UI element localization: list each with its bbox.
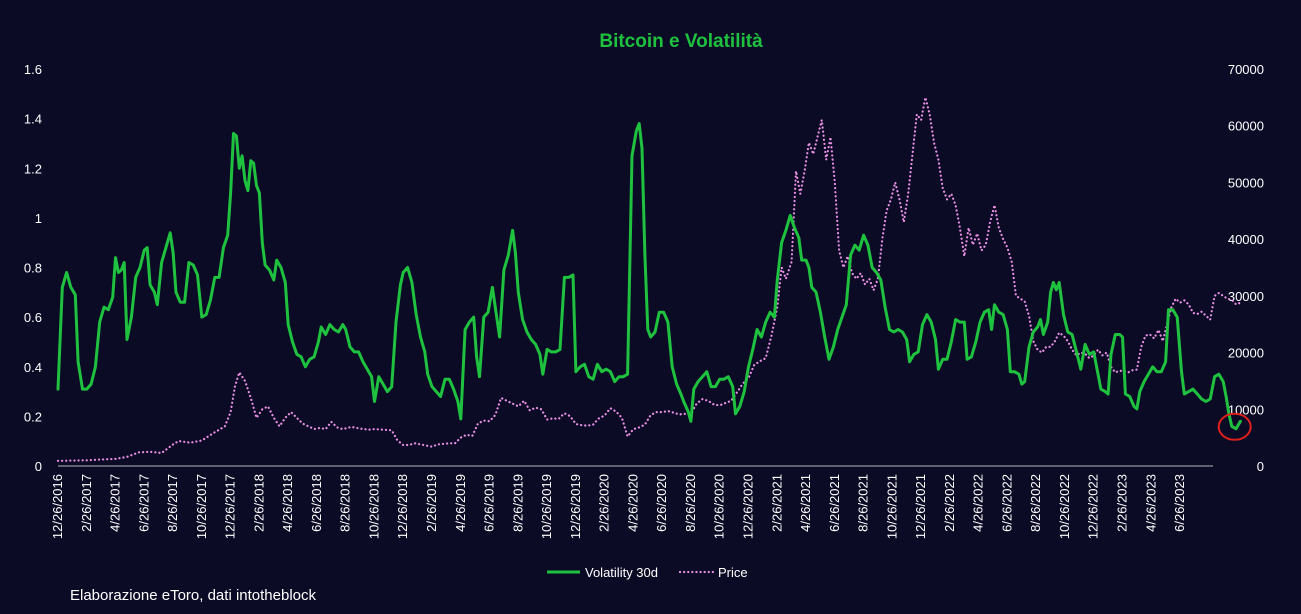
x-tick-label: 6/26/2021 (827, 474, 842, 532)
y-left-tick-label: 1.6 (24, 62, 42, 77)
x-tick-label: 6/26/2020 (654, 474, 669, 532)
y-left-tick-label: 1.4 (24, 112, 42, 127)
series-line-volatility (56, 122, 1242, 431)
x-tick-label: 8/26/2022 (1028, 474, 1043, 532)
y-right-tick-label: 30000 (1228, 289, 1264, 304)
y-right-tick-labels: 0 10000 20000 30000 40000 50000 60000 70000 (1228, 62, 1264, 474)
annotation-circle (1217, 412, 1252, 441)
x-tick-label: 8/26/2021 (856, 474, 871, 532)
series-line-price (56, 96, 1242, 462)
series-layer (56, 96, 1242, 462)
x-tick-label: 4/26/2018 (280, 474, 295, 532)
x-tick-label: 8/26/2020 (683, 474, 698, 532)
x-tick-label: 2/26/2017 (79, 474, 94, 532)
x-tick-label: 6/26/2023 (1172, 474, 1187, 532)
y-right-tick-label: 70000 (1228, 62, 1264, 77)
x-tick-label: 6/26/2017 (136, 474, 151, 532)
y-left-tick-label: 0.8 (24, 261, 42, 276)
x-tick-label: 2/26/2021 (769, 474, 784, 532)
x-tick-label: 6/26/2018 (309, 474, 324, 532)
x-tick-label: 4/26/2021 (798, 474, 813, 532)
y-right-tick-label: 40000 (1228, 232, 1264, 247)
x-tick-label: 10/26/2020 (712, 474, 727, 539)
y-right-tick-label: 0 (1257, 459, 1264, 474)
x-tick-label: 6/26/2019 (482, 474, 497, 532)
x-tick-label: 12/26/2016 (50, 474, 65, 539)
x-tick-label: 2/26/2018 (251, 474, 266, 532)
y-right-tick-label: 10000 (1228, 402, 1264, 417)
y-left-tick-label: 0 (35, 459, 42, 474)
x-tick-label: 10/26/2022 (1057, 474, 1072, 539)
x-tick-label: 12/26/2017 (223, 474, 238, 539)
x-tick-label: 10/26/2018 (366, 474, 381, 539)
y-right-tick-label: 20000 (1228, 346, 1264, 361)
legend-label-volatility: Volatility 30d (585, 565, 658, 580)
x-tick-label: 12/26/2019 (568, 474, 583, 539)
x-tick-label: 10/26/2017 (194, 474, 209, 539)
x-tick-label: 12/26/2021 (913, 474, 928, 539)
y-right-tick-label: 50000 (1228, 175, 1264, 190)
y-left-tick-label: 0.6 (24, 310, 42, 325)
x-tick-label: 2/26/2022 (942, 474, 957, 532)
y-left-tick-label: 0.2 (24, 409, 42, 424)
x-tick-label: 12/26/2022 (1086, 474, 1101, 539)
x-tick-label: 4/26/2023 (1143, 474, 1158, 532)
legend: Volatility 30d Price (547, 565, 748, 580)
x-tick-label: 2/26/2020 (597, 474, 612, 532)
x-tick-label: 2/26/2019 (424, 474, 439, 532)
annotation-layer (1217, 412, 1252, 441)
y-left-tick-label: 1 (35, 211, 42, 226)
x-tick-label: 6/26/2022 (999, 474, 1014, 532)
x-tick-label: 8/26/2019 (510, 474, 525, 532)
x-tick-label: 2/26/2023 (1114, 474, 1129, 532)
y-left-tick-labels: 0 0.2 0.4 0.6 0.8 1 1.2 1.4 1.6 (24, 62, 42, 474)
x-tick-label: 4/26/2017 (108, 474, 123, 532)
chart-title: Bitcoin e Volatilità (599, 31, 763, 52)
x-tick-label: 10/26/2021 (884, 474, 899, 539)
source-note: Elaborazione eToro, dati intotheblock (70, 587, 316, 604)
x-tick-labels: 12/26/2016 2/26/2017 4/26/2017 6/26/2017 8/2… (50, 474, 1187, 539)
x-tick-label: 8/26/2017 (165, 474, 180, 532)
x-tick-label: 10/26/2019 (539, 474, 554, 539)
x-tick-label: 4/26/2019 (453, 474, 468, 532)
x-tick-label: 12/26/2020 (740, 474, 755, 539)
legend-label-price: Price (718, 565, 748, 580)
x-tick-label: 4/26/2020 (625, 474, 640, 532)
y-left-tick-label: 0.4 (24, 360, 42, 375)
x-tick-label: 12/26/2018 (395, 474, 410, 539)
y-right-tick-label: 60000 (1228, 119, 1264, 134)
x-tick-label: 8/26/2018 (338, 474, 353, 532)
y-left-tick-label: 1.2 (24, 161, 42, 176)
x-tick-label: 4/26/2022 (971, 474, 986, 532)
